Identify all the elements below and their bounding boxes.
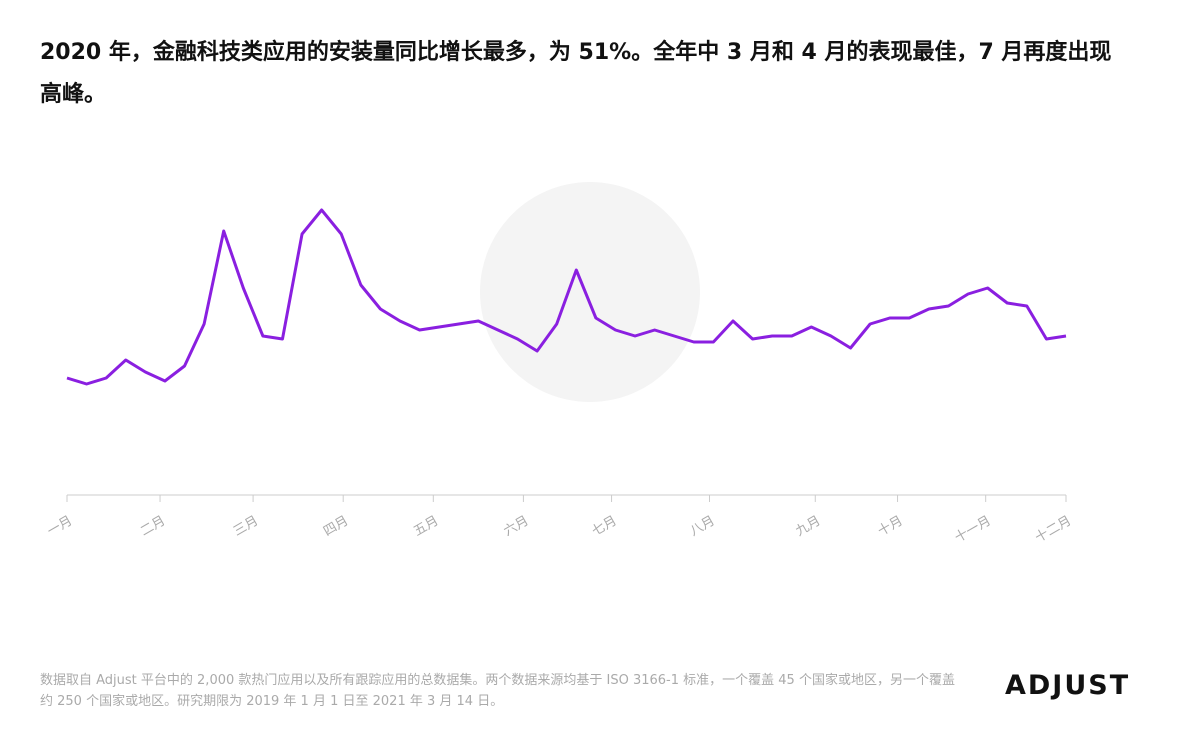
x-tick-label: 三月: [231, 513, 261, 539]
x-tick-label: 九月: [793, 513, 823, 539]
x-tick-label: 四月: [321, 513, 351, 539]
watermark: [480, 182, 700, 402]
chart: 一月 二月 三月 四月 五月 六月 七月 八月 九月 十月 十一月 十二月: [45, 182, 1074, 546]
x-tick-label: 七月: [590, 513, 620, 539]
x-tick-label: 六月: [501, 513, 531, 539]
x-tick-label: 一月: [45, 513, 75, 539]
footnote: 数据取自 Adjust 平台中的 2,000 款热门应用以及所有跟踪应用的总数据…: [40, 673, 955, 709]
x-tick-label: 十一月: [952, 513, 993, 545]
x-tick-label: 十二月: [1033, 513, 1074, 545]
line-series: [66, 208, 1067, 386]
chart-title: 2020 年，金融科技类应用的安装量同比增长最多，为 51%。全年中 3 月和 …: [40, 40, 1112, 107]
x-tick-label: 八月: [687, 513, 717, 539]
x-tick-label: 二月: [138, 513, 168, 539]
x-tick-label: 十月: [876, 513, 906, 539]
logo: ADJUST: [1005, 670, 1131, 701]
x-tick-label: 五月: [411, 513, 441, 539]
